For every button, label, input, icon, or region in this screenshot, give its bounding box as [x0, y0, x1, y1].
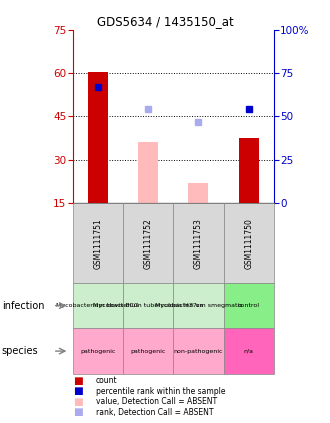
- Text: pathogenic: pathogenic: [130, 349, 166, 354]
- Bar: [73, 328, 123, 374]
- Text: ■: ■: [73, 386, 82, 396]
- Text: GSM1111753: GSM1111753: [194, 218, 203, 269]
- Bar: [224, 203, 274, 283]
- Bar: [239, 138, 259, 203]
- Bar: [123, 283, 173, 328]
- Text: value, Detection Call = ABSENT: value, Detection Call = ABSENT: [96, 397, 217, 407]
- Text: Mycobacterium tuberculosis H37ra: Mycobacterium tuberculosis H37ra: [93, 303, 203, 308]
- Bar: [224, 283, 274, 328]
- Text: n/a: n/a: [244, 349, 254, 354]
- Bar: [173, 203, 224, 283]
- Bar: [73, 283, 123, 328]
- Text: GSM1111751: GSM1111751: [93, 218, 102, 269]
- Text: non-pathogenic: non-pathogenic: [174, 349, 223, 354]
- Bar: [123, 203, 173, 283]
- Bar: [173, 283, 224, 328]
- Bar: [188, 183, 209, 203]
- Bar: [138, 142, 158, 203]
- Text: GSM1111750: GSM1111750: [244, 218, 253, 269]
- Text: GSM1111752: GSM1111752: [144, 218, 152, 269]
- Text: percentile rank within the sample: percentile rank within the sample: [96, 387, 225, 396]
- Bar: [123, 328, 173, 374]
- Text: pathogenic: pathogenic: [80, 349, 116, 354]
- Bar: [73, 203, 123, 283]
- Bar: [173, 328, 224, 374]
- Text: ■: ■: [73, 397, 82, 407]
- Text: rank, Detection Call = ABSENT: rank, Detection Call = ABSENT: [96, 408, 213, 417]
- Text: species: species: [2, 346, 38, 356]
- Text: count: count: [96, 376, 117, 385]
- Text: Mycobacterium bovis BCG: Mycobacterium bovis BCG: [56, 303, 139, 308]
- Bar: [224, 328, 274, 374]
- Text: control: control: [238, 303, 260, 308]
- Text: GDS5634 / 1435150_at: GDS5634 / 1435150_at: [97, 15, 233, 28]
- Text: Mycobacteri um smegmatis: Mycobacteri um smegmatis: [155, 303, 242, 308]
- Text: infection: infection: [2, 301, 44, 310]
- Bar: [88, 71, 108, 203]
- Text: ■: ■: [73, 407, 82, 418]
- Text: ■: ■: [73, 376, 82, 386]
